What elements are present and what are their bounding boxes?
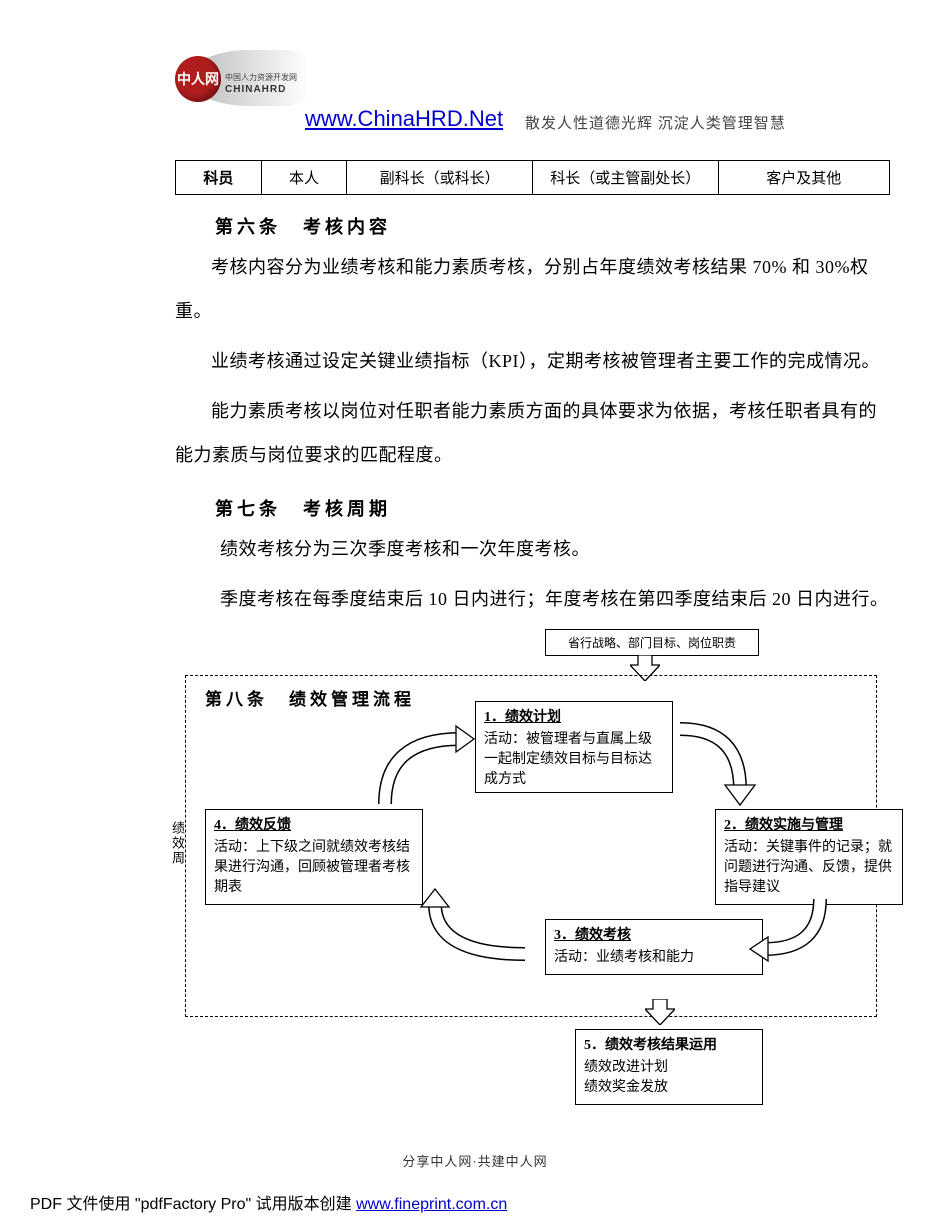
flow-node-title: 3．绩效考核 xyxy=(554,926,754,946)
flowchart: 省行战略、部门目标、岗位职责 绩效周 第八条 绩效管理流程 1．绩效计划 活动：… xyxy=(175,629,890,1109)
pdf-watermark: PDF 文件使用 "pdfFactory Pro" 试用版本创建 www.fin… xyxy=(30,1190,507,1214)
table-cell: 副科长（或科长） xyxy=(347,161,533,195)
pdf-link[interactable]: www.fineprint.com.cn xyxy=(356,1196,507,1213)
section-6-title: 第六条 考核内容 xyxy=(215,213,890,239)
flow-node-body: 活动：业绩考核和能力 xyxy=(554,948,754,968)
paragraph: 季度考核在每季度结束后 10 日内进行；年度考核在第四季度结束后 20 日内进行… xyxy=(175,577,890,621)
paragraph: 能力素质考核以岗位对任职者能力素质方面的具体要求为依据，考核任职者具有的能力素质… xyxy=(175,389,890,477)
pdf-text: PDF 文件使用 "pdfFactory Pro" 试用版本创建 xyxy=(30,1196,356,1213)
paragraph: 绩效考核分为三次季度考核和一次年度考核。 xyxy=(175,527,890,571)
flow-node-body: 活动：上下级之间就绩效考核结果进行沟通，回顾被管理者考核期表 xyxy=(214,838,414,898)
section-7-title: 第七条 考核周期 xyxy=(215,495,890,521)
arrow-down-icon xyxy=(645,999,675,1025)
flow-node-result: 5．绩效考核结果运用 绩效改进计划 绩效奖金发放 xyxy=(575,1029,763,1105)
logo-subtitle: 中国人力资源开发网 xyxy=(225,72,297,83)
table-cell: 科员 xyxy=(176,161,262,195)
site-url-link[interactable]: www.ChinaHRD.Net xyxy=(305,106,503,132)
flow-node-body: 绩效奖金发放 xyxy=(584,1078,754,1098)
footer-share-note: 分享中人网·共建中人网 xyxy=(0,1151,950,1170)
flow-node-implement: 2．绩效实施与管理 活动：关键事件的记录；就问题进行沟通、反馈，提供指导建议 xyxy=(715,809,903,905)
logo-mark: 中人网 xyxy=(175,56,221,102)
cycle-arrow-icon xyxy=(370,724,470,809)
flow-node-title: 4．绩效反馈 xyxy=(214,816,414,836)
flow-node-body: 活动：被管理者与直属上级一起制定绩效目标与目标达成方式 xyxy=(484,730,664,790)
flow-node-title: 2．绩效实施与管理 xyxy=(724,816,894,836)
table-cell: 本人 xyxy=(261,161,347,195)
table-row: 科员 本人 副科长（或科长） 科长（或主管副处长） 客户及其他 xyxy=(176,161,890,195)
section-8-title: 第八条 绩效管理流程 xyxy=(205,685,415,710)
flow-node-title: 5．绩效考核结果运用 xyxy=(584,1036,754,1056)
logo-en: CHINAHRD xyxy=(225,84,286,95)
flow-node-plan: 1．绩效计划 活动：被管理者与直属上级一起制定绩效目标与目标达成方式 xyxy=(475,701,673,793)
site-slogan: 散发人性道德光辉 沉淀人类管理智慧 xyxy=(525,112,786,133)
page-header: 中人网 中国人力资源开发网 CHINAHRD www.ChinaHRD.Net … xyxy=(175,50,890,150)
paragraph: 考核内容分为业绩考核和能力素质考核，分别占年度绩效考核结果 70% 和 30%权… xyxy=(175,245,890,333)
flow-node-body: 绩效改进计划 xyxy=(584,1058,754,1078)
flow-input-box: 省行战略、部门目标、岗位职责 xyxy=(545,629,759,656)
role-table: 科员 本人 副科长（或科长） 科长（或主管副处长） 客户及其他 xyxy=(175,160,890,195)
cycle-arrow-icon xyxy=(415,899,535,979)
cycle-arrow-icon xyxy=(760,899,850,969)
table-cell: 科长（或主管副处长） xyxy=(532,161,718,195)
flow-side-label: 绩效周 xyxy=(168,821,187,866)
paragraph: 业绩考核通过设定关键业绩指标（KPI），定期考核被管理者主要工作的完成情况。 xyxy=(175,339,890,383)
flow-node-body: 活动：关键事件的记录；就问题进行沟通、反馈，提供指导建议 xyxy=(724,838,894,898)
flow-node-title: 1．绩效计划 xyxy=(484,708,664,728)
cycle-arrow-icon xyxy=(670,719,760,809)
table-cell: 客户及其他 xyxy=(718,161,889,195)
flow-node-feedback: 4．绩效反馈 活动：上下级之间就绩效考核结果进行沟通，回顾被管理者考核期表 xyxy=(205,809,423,905)
logo: 中人网 中国人力资源开发网 CHINAHRD xyxy=(175,50,305,130)
flow-node-assess: 3．绩效考核 活动：业绩考核和能力 xyxy=(545,919,763,975)
